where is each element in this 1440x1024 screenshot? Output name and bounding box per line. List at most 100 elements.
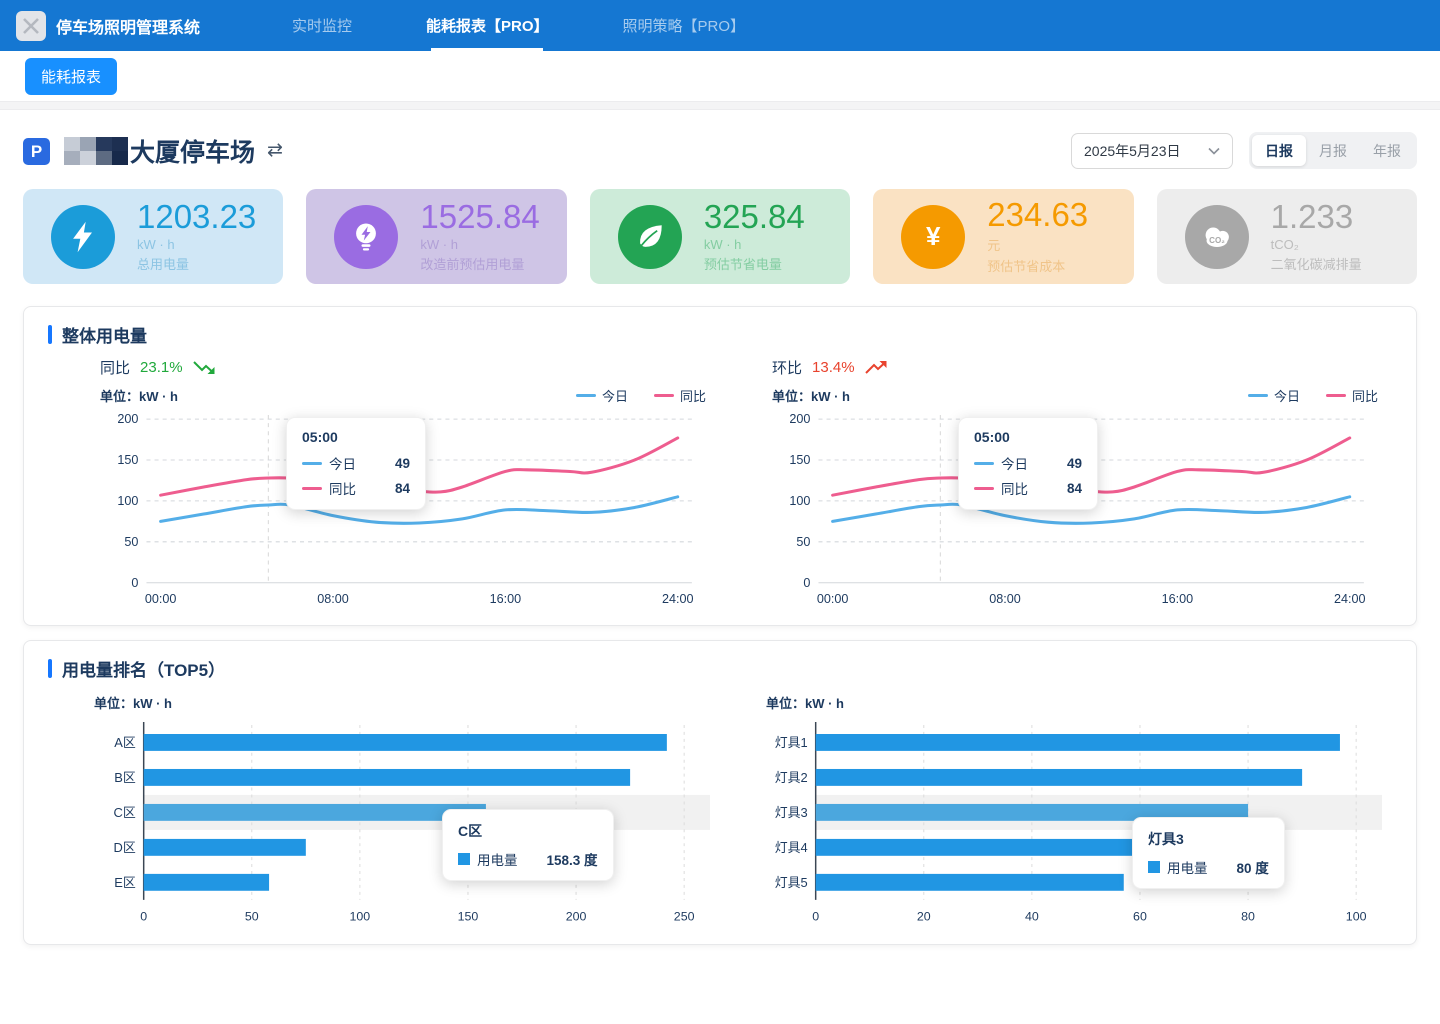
chevron-down-icon bbox=[1208, 147, 1220, 155]
svg-text:B区: B区 bbox=[114, 770, 136, 785]
svg-text:0: 0 bbox=[803, 576, 810, 590]
chart-legend: 今日 同比 bbox=[1247, 386, 1378, 405]
stat-value: 234.63 bbox=[987, 196, 1089, 234]
svg-text:灯具4: 灯具4 bbox=[775, 840, 808, 855]
stat-unit: kW · h bbox=[420, 236, 458, 252]
legend-yoy[interactable]: 同比 bbox=[1325, 386, 1378, 405]
stat-value: 1.233 bbox=[1270, 198, 1354, 236]
svg-text:00:00: 00:00 bbox=[817, 592, 849, 606]
stat-card-saved-cost: ¥ 234.63 元 预估节省成本 bbox=[873, 189, 1134, 284]
yoy-metric-label: 同比 bbox=[100, 360, 131, 377]
svg-text:200: 200 bbox=[789, 412, 810, 426]
stat-unit: 元 bbox=[987, 237, 1001, 253]
svg-text:100: 100 bbox=[350, 910, 371, 924]
yen-icon: ¥ bbox=[901, 204, 966, 269]
trend-up-icon bbox=[864, 361, 887, 374]
section-divider bbox=[0, 101, 1440, 110]
svg-text:50: 50 bbox=[796, 535, 810, 549]
yoy-line-chart[interactable]: 0 50 100 150 200 00:00 08:00 16:00 24:00 05:00 今… bbox=[100, 409, 706, 611]
svg-text:0: 0 bbox=[140, 910, 147, 924]
mom-line-chart[interactable]: 0 50 100 150 200 00:00 08:00 16:00 24:00 05:00 今… bbox=[772, 409, 1378, 611]
energy-report-button[interactable]: 能耗报表 bbox=[25, 57, 118, 95]
unit-label: 单位：kW · h bbox=[94, 696, 172, 711]
date-value: 2025年5月23日 bbox=[1084, 142, 1181, 159]
chart-tooltip: 05:00 今日 49 同比 84 bbox=[958, 417, 1098, 510]
stat-card-pre-retrofit-usage: 1525.84 kW · h 改造前预估用电量 bbox=[306, 189, 567, 284]
mom-metric-value: 13.4% bbox=[812, 359, 855, 376]
tab-monthly-report[interactable]: 月报 bbox=[1306, 135, 1360, 166]
trend-down-icon bbox=[192, 361, 215, 374]
unit-label: 单位：kW · h bbox=[772, 389, 850, 404]
svg-text:150: 150 bbox=[458, 910, 479, 924]
lamp-ranking-panel: 单位：kW · h 0 20 40 60 80 100 灯具1 灯具2 灯具3 灯具4 灯具5 灯具… bbox=[720, 693, 1392, 930]
stat-unit: tCO₂ bbox=[1270, 236, 1299, 252]
page-header: P 大厦停车场 ⇄ 2025年5月23日 日报 月报 年报 bbox=[0, 110, 1440, 187]
svg-text:250: 250 bbox=[674, 910, 695, 924]
svg-text:100: 100 bbox=[117, 494, 138, 508]
today-series-swatch bbox=[575, 394, 596, 397]
svg-text:20: 20 bbox=[917, 910, 931, 924]
svg-text:16:00: 16:00 bbox=[1162, 592, 1194, 606]
zone-bar-chart[interactable]: 0 50 100 150 200 250 A区 B区 C区 D区 E区 C区 用电量 158.3 度 bbox=[94, 719, 710, 930]
svg-text:24:00: 24:00 bbox=[1334, 592, 1366, 606]
svg-text:08:00: 08:00 bbox=[317, 592, 349, 606]
legend-yoy[interactable]: 同比 bbox=[653, 386, 706, 405]
section-title-bar bbox=[48, 659, 52, 678]
svg-text:08:00: 08:00 bbox=[989, 592, 1021, 606]
tab-daily-report[interactable]: 日报 bbox=[1252, 135, 1306, 166]
mom-metric-label: 环比 bbox=[772, 360, 803, 377]
legend-today[interactable]: 今日 bbox=[575, 386, 628, 405]
svg-text:0: 0 bbox=[131, 576, 138, 590]
today-series-swatch bbox=[302, 461, 322, 465]
bulb-icon bbox=[334, 204, 399, 269]
date-selector[interactable]: 2025年5月23日 bbox=[1071, 132, 1233, 169]
stat-value: 1525.84 bbox=[420, 198, 540, 236]
top-navbar: 停车场照明管理系统 实时监控 能耗报表【PRO】 照明策略【PRO】 bbox=[0, 0, 1440, 51]
stat-value: 325.84 bbox=[703, 198, 805, 236]
nav-item-lighting-strategy[interactable]: 照明策略【PRO】 bbox=[622, 18, 746, 35]
svg-text:灯具1: 灯具1 bbox=[775, 735, 808, 750]
co2-icon: CO₂ bbox=[1184, 204, 1249, 269]
nav-item-realtime[interactable]: 实时监控 bbox=[292, 18, 353, 35]
yoy-series-swatch bbox=[302, 486, 322, 490]
app-logo-placeholder-icon bbox=[16, 10, 46, 41]
subheader: 能耗报表 bbox=[0, 51, 1440, 101]
svg-text:150: 150 bbox=[789, 453, 810, 467]
legend-today[interactable]: 今日 bbox=[1247, 386, 1300, 405]
page-title: 大厦停车场 bbox=[130, 138, 256, 167]
parking-icon: P bbox=[23, 138, 50, 165]
nav-item-energy-report[interactable]: 能耗报表【PRO】 bbox=[426, 0, 549, 51]
lamp-bar-chart[interactable]: 0 20 40 60 80 100 灯具1 灯具2 灯具3 灯具4 灯具5 灯具3 用电量 80 度 bbox=[766, 719, 1382, 930]
stat-cards-row: 1203.23 kW · h 总用电量 1525.84 kW · h 改造前预估… bbox=[0, 187, 1440, 292]
svg-text:A区: A区 bbox=[114, 735, 136, 750]
stat-unit: kW · h bbox=[137, 236, 175, 252]
switch-site-icon[interactable]: ⇄ bbox=[267, 140, 283, 161]
mom-chart-panel: 环比 13.4% 单位：kW · h 今日 同比 0 50 100 150 200 00:… bbox=[720, 357, 1392, 611]
overall-usage-title: 整体用电量 bbox=[62, 327, 147, 346]
usage-series-swatch bbox=[458, 853, 470, 865]
svg-text:50: 50 bbox=[124, 535, 138, 549]
stat-label: 总用电量 bbox=[137, 256, 190, 272]
stat-label: 二氧化碳减排量 bbox=[1270, 256, 1362, 272]
zone-ranking-panel: 单位：kW · h 0 50 100 150 200 250 A区 B区 C区 D区 E区 C区 用… bbox=[48, 693, 720, 930]
yoy-metric-value: 23.1% bbox=[140, 359, 183, 376]
today-series-swatch bbox=[1247, 394, 1268, 397]
stat-card-total-usage: 1203.23 kW · h 总用电量 bbox=[23, 189, 284, 284]
main-nav: 实时监控 能耗报表【PRO】 照明策略【PRO】 bbox=[292, 0, 745, 51]
svg-text:0: 0 bbox=[812, 910, 819, 924]
stat-value: 1203.23 bbox=[137, 198, 257, 236]
yoy-chart-panel: 同比 23.1% 单位：kW · h 今日 同比 0 50 100 150 200 00:… bbox=[48, 357, 720, 611]
tab-yearly-report[interactable]: 年报 bbox=[1360, 135, 1414, 166]
leaf-icon bbox=[617, 204, 682, 269]
redacted-site-name bbox=[64, 136, 128, 165]
svg-text:00:00: 00:00 bbox=[145, 592, 177, 606]
section-title-bar bbox=[48, 325, 52, 344]
svg-text:60: 60 bbox=[1133, 910, 1147, 924]
stat-card-co2-reduction: CO₂ 1.233 tCO₂ 二氧化碳减排量 bbox=[1156, 189, 1418, 284]
yoy-series-swatch bbox=[653, 394, 674, 397]
chart-tooltip: 05:00 今日 49 同比 84 bbox=[286, 417, 426, 510]
stat-label: 预估节省成本 bbox=[987, 258, 1066, 274]
stat-label: 预估节省电量 bbox=[703, 256, 782, 272]
